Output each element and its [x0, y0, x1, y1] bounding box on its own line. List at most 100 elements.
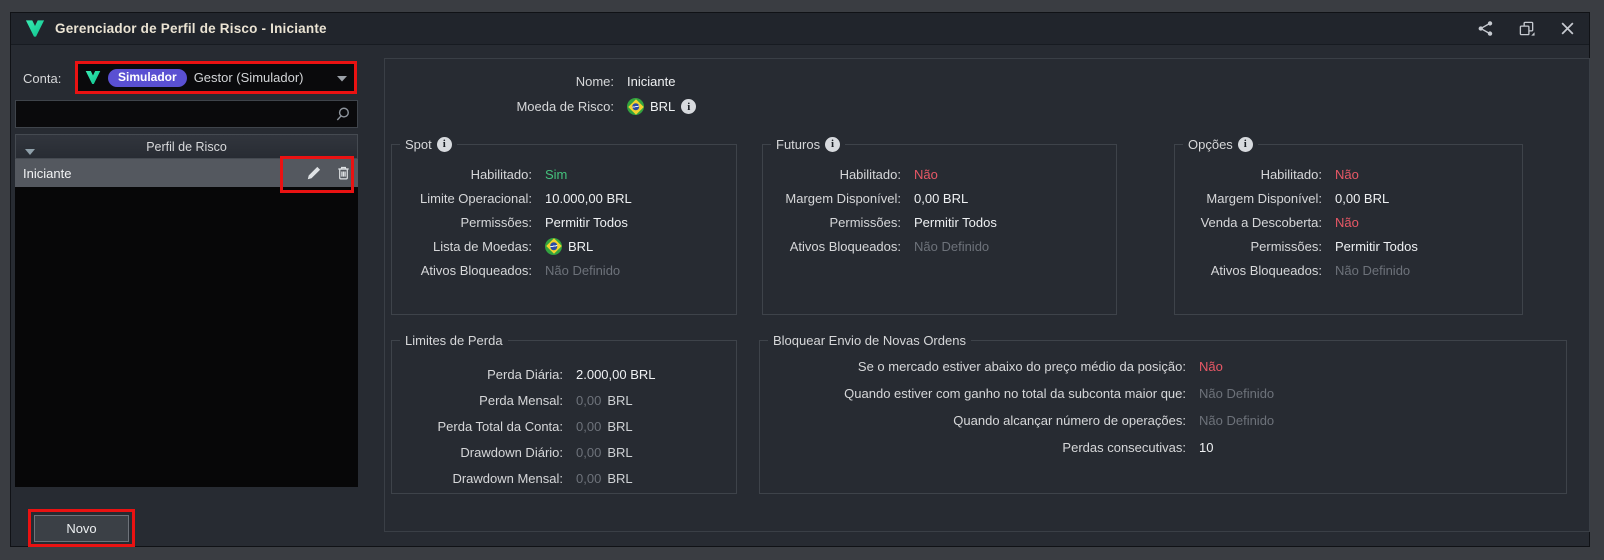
field-row: Ativos Bloqueados: Não Definido — [392, 258, 736, 282]
field-row: Quando estiver com ganho no total da sub… — [760, 380, 1566, 407]
new-profile-button[interactable]: Novo — [34, 514, 129, 542]
value-text: Não Definido — [1199, 413, 1275, 428]
close-icon[interactable] — [1560, 21, 1575, 36]
field-label: Moeda de Risco: — [516, 99, 614, 114]
field-label: Quando alcançar número de operações: — [953, 413, 1186, 428]
loss-limits-group: Limites de Perda Perda Diária: 2.000,00 B… — [391, 332, 737, 494]
field-label: Habilitado: — [1260, 166, 1322, 182]
field-row: Nome: Iniciante — [385, 69, 1145, 94]
field-value: Permitir Todos — [545, 215, 628, 230]
field-value: Não — [1335, 215, 1359, 230]
sort-icon — [25, 144, 36, 159]
profile-table-header[interactable]: Perfil de Risco — [15, 134, 358, 159]
field-value: 0,00 BRL — [576, 393, 633, 408]
edit-icon[interactable] — [305, 164, 323, 182]
group-title: Bloquear Envio de Novas Ordens — [768, 332, 971, 349]
field-label: Margem Disponível: — [785, 190, 901, 206]
value-text: 0,00 — [576, 470, 602, 486]
field-label: Ativos Bloqueados: — [1210, 262, 1322, 278]
field-row: Habilitado: Não — [1175, 162, 1522, 186]
value-text: Não — [914, 166, 938, 182]
brazil-flag-icon — [545, 237, 562, 255]
account-dropdown[interactable]: Simulador Gestor (Simulador) — [75, 61, 357, 94]
value-text: Não Definido — [914, 238, 990, 254]
value-text: BRL — [568, 238, 594, 254]
field-label: Ativos Bloqueados: — [789, 238, 901, 254]
profile-search — [15, 100, 358, 128]
delete-icon[interactable] — [335, 164, 352, 182]
field-label: Se o mercado estiver abaixo do preço méd… — [857, 359, 1186, 374]
spot-group: Spot i Habilitado: Sim Limite Operacional: 1… — [391, 136, 737, 315]
search-icon — [334, 106, 351, 126]
field-label: Lista de Moedas: — [432, 238, 532, 254]
field-row: Perda Total da Conta: 0,00 BRL — [392, 413, 736, 439]
share-icon[interactable] — [1477, 20, 1494, 37]
field-value: BRL — [545, 237, 594, 255]
windows-icon[interactable] — [1518, 20, 1536, 37]
value-text: BRL — [607, 392, 633, 408]
value-text: Não Definido — [1199, 386, 1275, 401]
field-label: Nome: — [575, 74, 614, 89]
value-text: Não — [1335, 214, 1359, 230]
field-row: Lista de Moedas: BRL — [392, 234, 736, 258]
field-label: Quando estiver com ganho no total da sub… — [844, 386, 1186, 401]
app-logo-icon — [85, 70, 101, 85]
search-input[interactable] — [20, 103, 331, 125]
value-text: Permitir Todos — [914, 214, 997, 230]
value-text: 2.000,00 BRL — [576, 366, 656, 382]
field-value: 2.000,00 BRL — [576, 367, 656, 382]
field-row: Ativos Bloqueados: Não Definido — [763, 234, 1116, 258]
field-label: Permissões: — [829, 214, 901, 230]
field-row: Margem Disponível: 0,00 BRL — [763, 186, 1116, 210]
field-label: Margem Disponível: — [1206, 190, 1322, 206]
field-value: 10 — [1199, 440, 1213, 455]
field-value: Sim — [545, 167, 567, 182]
window-title: Gerenciador de Perfil de Risco - Inician… — [55, 21, 327, 36]
info-icon[interactable]: i — [436, 137, 452, 152]
field-label: Perdas consecutivas: — [1062, 440, 1186, 455]
field-value: Não Definido — [914, 239, 989, 254]
value-text: 10 — [1199, 440, 1214, 455]
field-row: Ativos Bloqueados: Não Definido — [1175, 258, 1522, 282]
field-row: Habilitado: Não — [763, 162, 1116, 186]
account-name: Gestor (Simulador) — [193, 70, 304, 85]
value-text: 10.000,00 BRL — [545, 190, 632, 206]
field-value: Não Definido — [545, 263, 620, 278]
annotation-highlight: Novo — [28, 509, 135, 547]
profile-name: Iniciante — [23, 165, 72, 181]
field-label: Perda Total da Conta: — [437, 418, 563, 434]
field-label: Perda Mensal: — [479, 392, 563, 408]
field-label: Limite Operacional: — [420, 190, 532, 206]
field-value: 0,00 BRL — [576, 471, 633, 486]
profile-column-title: Perfil de Risco — [146, 139, 227, 154]
futures-group: Futuros i Habilitado: Não Margem Disponível… — [762, 136, 1117, 315]
field-value: 0,00 BRL — [1335, 191, 1389, 206]
field-label: Venda a Descoberta: — [1200, 214, 1322, 230]
field-value: 10.000,00 BRL — [545, 191, 632, 206]
simulator-badge: Simulador — [108, 68, 187, 87]
info-icon[interactable]: i — [825, 137, 841, 152]
info-icon[interactable]: i — [1237, 137, 1253, 152]
value-text: Não Definido — [1335, 262, 1411, 278]
value-text: BRL — [607, 418, 633, 434]
field-row: Venda a Descoberta: Não — [1175, 210, 1522, 234]
field-value: Permitir Todos — [914, 215, 997, 230]
field-value: 0,00 BRL — [576, 419, 633, 434]
info-icon[interactable]: i — [681, 99, 697, 114]
field-row: Drawdown Diário: 0,00 BRL — [392, 439, 736, 465]
field-row: Margem Disponível: 0,00 BRL — [1175, 186, 1522, 210]
field-row: Drawdown Mensal: 0,00 BRL — [392, 465, 736, 491]
field-label: Habilitado: — [839, 166, 901, 182]
profile-row[interactable]: Iniciante — [15, 159, 358, 187]
field-value: Não Definido — [1199, 413, 1274, 428]
profile-details-panel: Nome: Iniciante Moeda de Risco: BRL i Spot i … — [384, 58, 1590, 532]
profile-summary: Nome: Iniciante Moeda de Risco: BRL i — [385, 69, 1145, 119]
value-text: BRL — [650, 99, 676, 114]
profile-list: Perfil de Risco Iniciante — [15, 134, 358, 487]
field-row: Permissões: Permitir Todos — [392, 210, 736, 234]
value-text: Permitir Todos — [1335, 238, 1418, 254]
field-row: Se o mercado estiver abaixo do preço méd… — [760, 353, 1566, 380]
account-label: Conta: — [23, 71, 62, 86]
field-label: Drawdown Diário: — [460, 444, 563, 460]
options-group: Opções i Habilitado: Não Margem Disponível:… — [1174, 136, 1523, 315]
